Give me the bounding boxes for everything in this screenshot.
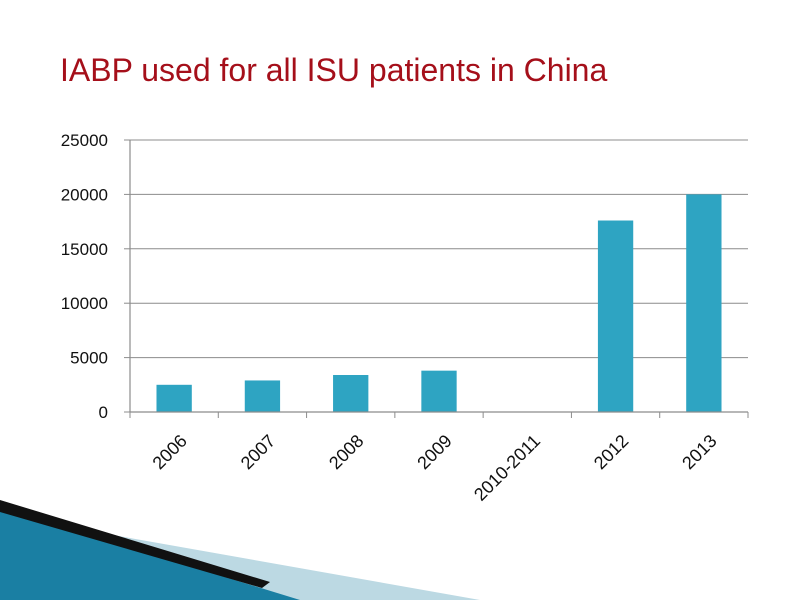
bar-2007 (244, 380, 281, 412)
bars (156, 194, 722, 412)
y-tick-label: 20000 (61, 185, 108, 204)
y-tick-label: 10000 (61, 294, 108, 313)
y-tick-label: 25000 (61, 131, 108, 150)
deco-dark-stroke (0, 500, 270, 588)
bar-2008 (333, 375, 369, 412)
y-tick-label: 0 (99, 403, 108, 422)
bar-2012 (597, 220, 634, 412)
gridlines (124, 139, 749, 418)
slide-title: IABP used for all ISU patients in China (60, 52, 608, 88)
bar-2006 (156, 384, 192, 412)
y-tick-label: 15000 (61, 240, 108, 259)
bar-2009 (421, 370, 457, 412)
y-tick-label: 5000 (70, 349, 108, 368)
y-axis-tick-labels: 0 5000 10000 15000 20000 25000 (61, 131, 108, 422)
bar-2013 (686, 194, 722, 412)
